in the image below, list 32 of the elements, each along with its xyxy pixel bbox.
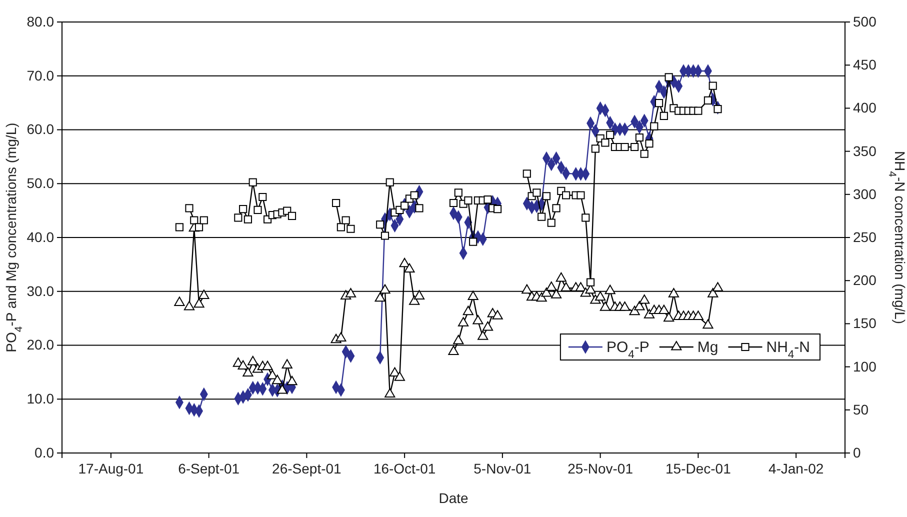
y-tick-label: 50.0 — [26, 175, 54, 192]
y2-tick-label: 100 — [853, 358, 877, 374]
y-tick-label: 30.0 — [26, 282, 54, 299]
legend-label: PO$_{4}$-P — [606, 339, 650, 361]
y2-tick-label: 250 — [853, 228, 877, 245]
y-tick-label: 40.0 — [26, 228, 54, 245]
y-tick-label: 80.0 — [26, 13, 54, 30]
y2-tick-label: 150 — [853, 315, 877, 332]
y2-tick-label: 200 — [853, 272, 877, 288]
y2-tick-label: 50 — [853, 401, 869, 418]
x-tick-label: 25-Nov-01 — [568, 460, 634, 477]
x-tick-label: 17-Aug-01 — [78, 460, 144, 477]
x-tick-label: 15-Dec-01 — [666, 460, 732, 477]
y2-tick-label: 350 — [853, 142, 877, 159]
y2-tick-label: 500 — [853, 13, 877, 30]
x-tick-label: 26-Sept-01 — [272, 460, 342, 477]
y-tick-label: 20.0 — [26, 336, 54, 353]
y2-tick-label: 400 — [853, 100, 877, 116]
x-tick-label: 16-Oct-01 — [373, 460, 436, 477]
y2-tick-label: 0 — [853, 444, 861, 460]
y-tick-label: 10.0 — [26, 390, 54, 407]
legend-label: NH$_{4}$-N — [766, 339, 810, 361]
y-tick-label: 70.0 — [26, 67, 54, 84]
y-tick-label: 0.0 — [34, 444, 54, 460]
x-tick-label: 4-Jan-02 — [768, 460, 824, 477]
y2-tick-label: 450 — [853, 56, 877, 73]
x-tick-label: 5-Nov-01 — [474, 460, 532, 477]
legend-label: Mg — [697, 339, 718, 356]
y2-tick-label: 300 — [853, 186, 877, 202]
y-tick-label: 60.0 — [26, 121, 54, 138]
x-axis-title: Date — [438, 490, 468, 506]
x-tick-label: 6-Sept-01 — [178, 460, 240, 477]
